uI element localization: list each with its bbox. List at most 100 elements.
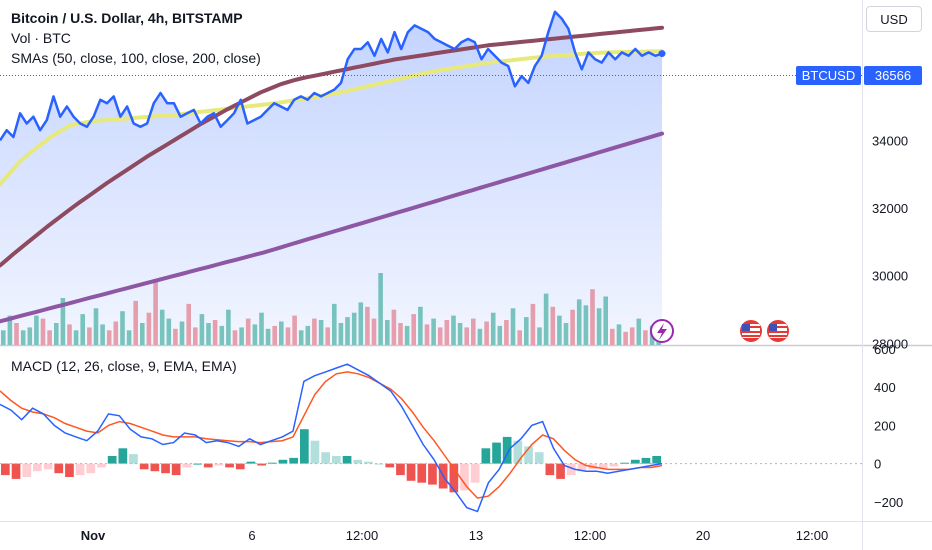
histogram-bar (641, 457, 651, 464)
histogram-bar (257, 463, 266, 466)
histogram-bar (214, 463, 224, 466)
currency-button[interactable]: USD (866, 6, 922, 32)
histogram-bar (652, 456, 661, 464)
histogram-bar (609, 463, 619, 467)
price-axis-tick: 30000 (872, 269, 908, 284)
histogram-bar (267, 462, 277, 464)
histogram-bar (86, 463, 96, 474)
histogram-bar (203, 463, 213, 468)
histogram-bar (289, 457, 298, 464)
price-tag[interactable]: BTCUSD 36566 (796, 66, 922, 85)
price-line[interactable] (0, 10, 663, 142)
macd-axis-tick: 200 (874, 418, 896, 433)
histogram-bar (460, 463, 469, 491)
histogram-bar (278, 459, 288, 464)
histogram-bar (342, 456, 352, 464)
macd-axis-tick: 0 (874, 457, 881, 472)
time-axis-tick: 12:00 (796, 528, 829, 543)
histogram-bar (150, 463, 160, 472)
time-axis-tick: 6 (248, 528, 255, 543)
price-axis-tick: 34000 (872, 133, 908, 148)
histogram-bar (332, 456, 341, 464)
sma-legend[interactable]: SMAs (50, close, 100, close, 200, close) (11, 50, 261, 66)
histogram-bar (65, 463, 74, 477)
symbol-title[interactable]: Bitcoin / U.S. Dollar, 4h, BITSTAMP (11, 10, 243, 26)
signal-line[interactable] (0, 371, 663, 499)
histogram-bar (182, 463, 192, 468)
price-pane[interactable] (0, 10, 666, 345)
histogram-bar (534, 452, 544, 464)
histogram-bar (139, 463, 149, 470)
macd-line[interactable] (0, 363, 663, 513)
histogram-bar (385, 463, 395, 468)
histogram-bar (193, 463, 202, 465)
histogram-bar (11, 463, 21, 479)
macd-legend[interactable]: MACD (12, 26, close, 9, EMA, EMA) (11, 358, 237, 374)
histogram-bar (300, 429, 309, 464)
histogram-bar (129, 454, 138, 464)
time-axis-tick: 12:00 (574, 528, 607, 543)
histogram-bar (449, 463, 459, 493)
histogram-bar (161, 463, 170, 474)
sma-200-line[interactable] (0, 131, 664, 324)
histogram-bar (54, 463, 64, 474)
histogram-bar (33, 463, 42, 472)
histogram-bar (428, 463, 437, 485)
histogram-bar (1, 463, 10, 476)
histogram-bar (470, 463, 480, 483)
histogram-bar (417, 463, 427, 483)
histogram-bar (43, 463, 53, 470)
histogram-bar (97, 463, 106, 468)
histogram-bar (353, 459, 363, 464)
us-flag-icon[interactable] (765, 318, 791, 344)
lightning-icon[interactable] (650, 319, 674, 343)
histogram-bar (364, 461, 373, 464)
histogram-bar (396, 463, 405, 476)
histogram-bar (556, 463, 565, 479)
histogram-bar (374, 463, 384, 465)
histogram-bar (513, 440, 523, 464)
price-axis-tick: 28000 (872, 336, 908, 351)
histogram-bar (502, 436, 512, 464)
macd-pane[interactable] (0, 363, 862, 513)
histogram-bar (406, 463, 416, 481)
sma-50-line[interactable] (0, 49, 664, 187)
time-axis-tick: 13 (469, 528, 483, 543)
time-axis-tick: 12:00 (346, 528, 379, 543)
macd-axis-tick: 600 (874, 342, 896, 357)
histogram-bar (22, 463, 32, 477)
last-price-tag-label: 36566 (875, 68, 911, 83)
histogram-bar (118, 448, 128, 464)
histogram-bar (171, 463, 181, 476)
histogram-bar (107, 456, 117, 464)
histogram-bar (225, 463, 234, 468)
time-axis-tick: 20 (696, 528, 710, 543)
histogram-bar (235, 463, 245, 470)
histogram-bar (598, 463, 608, 469)
histogram-bar (75, 463, 85, 476)
histogram-bar (524, 446, 533, 464)
histogram-bar (481, 448, 491, 464)
last-price-dot (658, 50, 666, 58)
price-axis-tick: 32000 (872, 201, 908, 216)
volume-legend[interactable]: Vol · BTC (11, 30, 71, 46)
macd-axis-tick: 400 (874, 380, 896, 395)
histogram-bar (492, 442, 501, 464)
chart-legend: Bitcoin / U.S. Dollar, 4h, BITSTAMP Vol … (11, 8, 261, 68)
symbol-tag-label: BTCUSD (802, 68, 855, 83)
histogram-bar (577, 463, 587, 472)
histogram-bar (545, 463, 555, 476)
histogram-bar (631, 459, 640, 464)
histogram-bar (310, 440, 320, 464)
histogram-bar (566, 463, 576, 476)
us-flag-icon[interactable] (738, 318, 764, 344)
time-axis-tick: Nov (81, 528, 106, 543)
histogram-bar (321, 452, 330, 464)
histogram-bar (620, 462, 629, 464)
price-area-fill (0, 11, 662, 345)
symbol-tag-bg (796, 66, 861, 85)
sma-100-line[interactable] (0, 25, 664, 268)
macd-axis-tick: −200 (874, 495, 903, 510)
histogram-bar (246, 461, 256, 464)
